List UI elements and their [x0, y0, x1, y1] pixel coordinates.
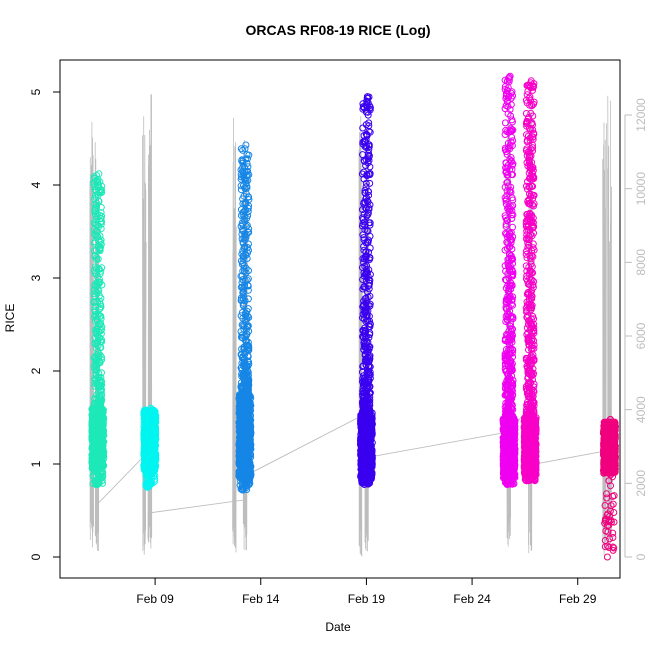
point	[93, 289, 101, 297]
point	[92, 325, 100, 333]
point	[95, 413, 103, 421]
altitude-spike-lines	[602, 122, 607, 555]
point	[90, 267, 98, 275]
point	[93, 367, 101, 375]
point	[92, 233, 100, 240]
point	[91, 191, 99, 199]
point	[97, 394, 105, 402]
point	[100, 432, 108, 440]
point	[91, 448, 99, 456]
point	[96, 455, 104, 463]
altitude-spike-lines	[142, 116, 147, 555]
point	[95, 388, 102, 396]
altitude-spike-3	[142, 116, 147, 555]
plot-box	[59, 59, 621, 579]
point	[92, 372, 100, 380]
point	[96, 245, 103, 253]
point	[95, 189, 103, 197]
point	[91, 253, 99, 260]
altitude-spike-lines	[232, 117, 237, 553]
point	[98, 189, 106, 196]
point	[97, 330, 105, 338]
point	[93, 354, 101, 362]
point	[99, 479, 106, 487]
point	[95, 350, 103, 358]
altitude-spike-5	[232, 117, 237, 553]
point	[93, 351, 101, 359]
point-max	[242, 141, 250, 149]
point	[98, 438, 106, 446]
altitude-spike-4	[147, 94, 153, 549]
altitude-spike-11	[602, 122, 607, 555]
point	[93, 199, 101, 207]
point	[97, 215, 105, 222]
scatter-points	[88, 72, 619, 561]
point	[92, 443, 100, 451]
point	[97, 374, 105, 381]
point	[94, 332, 102, 340]
point	[98, 469, 106, 476]
series-rf12	[499, 72, 519, 488]
point	[89, 472, 97, 479]
point	[96, 246, 104, 254]
point	[98, 369, 105, 377]
series-rf09	[140, 404, 160, 491]
point	[96, 426, 104, 434]
altitude-spike-lines	[147, 94, 153, 549]
point	[95, 382, 103, 390]
point	[92, 227, 100, 235]
point	[96, 178, 104, 186]
point	[97, 303, 105, 311]
point	[91, 468, 99, 475]
point	[92, 298, 100, 305]
point	[97, 397, 105, 405]
point	[96, 312, 104, 320]
point	[91, 308, 99, 316]
point	[91, 317, 99, 325]
point	[96, 458, 104, 466]
point	[90, 290, 98, 298]
point	[89, 458, 97, 466]
point	[88, 417, 96, 425]
point	[89, 420, 97, 428]
point	[90, 180, 98, 188]
altitude-spike-12	[607, 95, 612, 551]
point	[96, 334, 103, 341]
point	[96, 377, 104, 385]
point	[88, 420, 96, 428]
point	[91, 281, 99, 289]
point-max	[95, 170, 103, 178]
point	[91, 450, 99, 458]
chart-title: ORCAS RF08-19 RICE (Log)	[245, 22, 430, 38]
point	[92, 404, 100, 412]
point	[95, 238, 103, 246]
point	[92, 246, 100, 254]
point	[97, 441, 105, 449]
altitude-spike-lines	[607, 95, 612, 551]
series-rf08	[88, 170, 108, 488]
series-rf11	[357, 93, 376, 488]
point	[89, 454, 97, 462]
point	[98, 419, 106, 427]
series-rf10	[235, 141, 255, 494]
point-min	[92, 481, 100, 488]
